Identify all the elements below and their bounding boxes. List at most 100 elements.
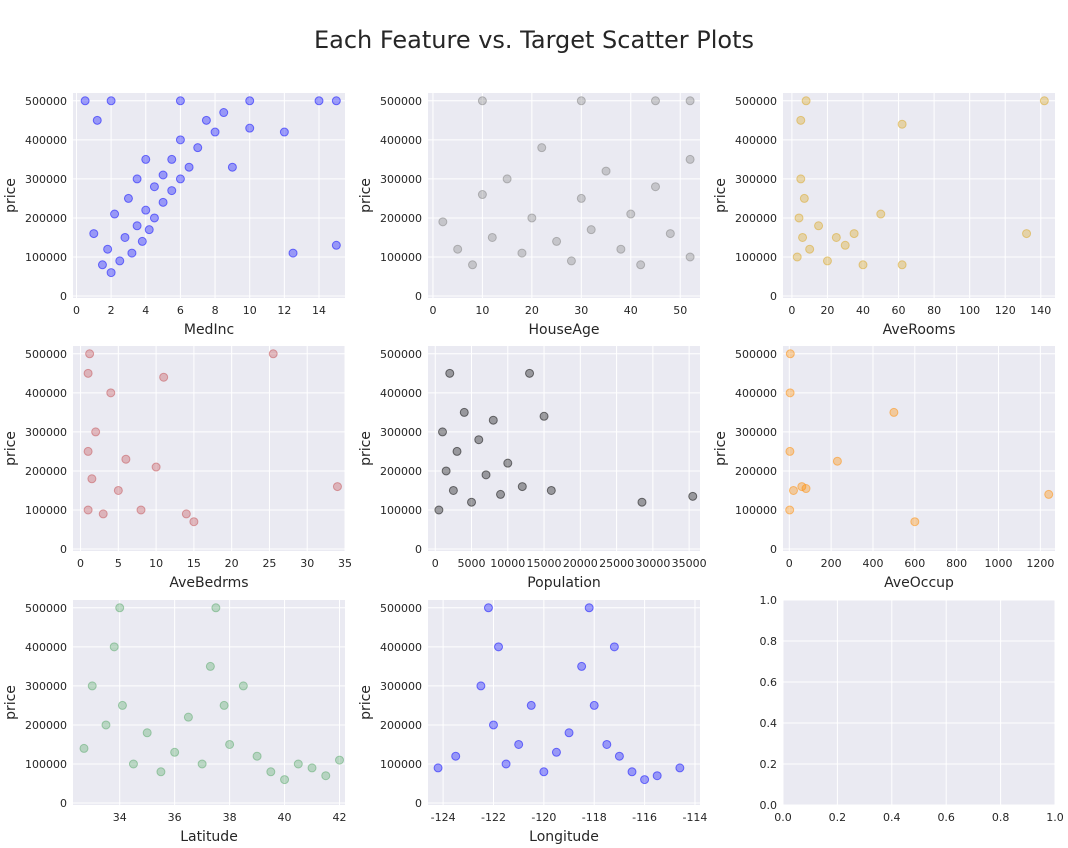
- plot-area: [783, 600, 1055, 805]
- subplot-1: 0 2 4 6 8 10 12 14 0 100000 200000 300000 400000 5000…: [3, 93, 345, 338]
- data-point: [494, 642, 504, 652]
- data-point: [452, 446, 462, 456]
- data-point: [127, 248, 137, 258]
- data-point: [539, 767, 549, 777]
- data-point: [785, 388, 795, 398]
- data-point: [539, 411, 549, 421]
- data-point: [87, 681, 97, 691]
- subplot-7: 34 36 38 40 42 0 100000 200000 300000 400000 50000…: [3, 600, 347, 845]
- data-point: [83, 368, 93, 378]
- plot-area: [428, 93, 700, 298]
- data-point: [158, 197, 168, 207]
- x-tick-label: 10: [149, 557, 163, 570]
- data-point: [110, 209, 120, 219]
- data-point: [459, 407, 469, 417]
- data-point: [115, 256, 125, 266]
- data-point: [602, 739, 612, 749]
- plot-area: [783, 346, 1055, 551]
- x-tick-label: 20: [525, 304, 539, 317]
- data-point: [132, 221, 142, 231]
- x-tick-label: 140: [1030, 304, 1051, 317]
- data-point: [314, 96, 324, 106]
- data-point: [897, 260, 907, 270]
- y-axis-label: price: [713, 431, 729, 466]
- data-point: [189, 517, 199, 527]
- data-point: [822, 256, 832, 266]
- data-point: [227, 162, 237, 172]
- data-point: [205, 661, 215, 671]
- x-tick-label: 0: [788, 304, 795, 317]
- data-point: [106, 388, 116, 398]
- x-tick-label: 30: [300, 557, 314, 570]
- data-point: [546, 485, 556, 495]
- data-point: [685, 154, 695, 164]
- points: [434, 368, 698, 515]
- y-tick-label: 300000: [380, 173, 422, 186]
- data-point: [477, 96, 487, 106]
- figure-title: Each Feature vs. Target Scatter Plots: [313, 26, 755, 54]
- x-tick-label: 0: [786, 557, 793, 570]
- data-point: [801, 484, 811, 494]
- data-point: [120, 232, 130, 242]
- y-tick-label: 500000: [735, 348, 777, 361]
- plot-area: [783, 93, 1055, 298]
- data-point: [103, 244, 113, 254]
- x-tick-label: 0.0: [774, 811, 792, 824]
- y-axis-label: price: [713, 178, 729, 213]
- x-tick-label: 0: [77, 557, 84, 570]
- y-tick-label: 0.2: [760, 758, 778, 771]
- data-point: [433, 763, 443, 773]
- x-tick-label: 36: [168, 811, 182, 824]
- y-tick-label: 0: [60, 797, 67, 810]
- data-point: [141, 154, 151, 164]
- data-point: [785, 349, 795, 359]
- data-point: [477, 190, 487, 200]
- data-point: [584, 603, 594, 613]
- y-tick-label: 300000: [380, 426, 422, 439]
- data-point: [627, 767, 637, 777]
- data-point: [576, 96, 586, 106]
- data-point: [142, 728, 152, 738]
- x-tick-label: 38: [223, 811, 237, 824]
- y-axis-label: price: [358, 431, 374, 466]
- y-tick-label: 100000: [25, 251, 67, 264]
- data-point: [184, 162, 194, 172]
- data-point: [552, 236, 562, 246]
- y-tick-label: 400000: [25, 641, 67, 654]
- data-point: [792, 252, 802, 262]
- data-point: [1044, 489, 1054, 499]
- x-tick-label: 40: [624, 304, 638, 317]
- x-tick-label: 0.8: [992, 811, 1010, 824]
- data-point: [487, 232, 497, 242]
- data-point: [496, 489, 506, 499]
- x-tick-label: 10000: [490, 557, 525, 570]
- data-point: [537, 143, 547, 153]
- data-point: [175, 135, 185, 145]
- y-tick-label: 500000: [735, 95, 777, 108]
- y-tick-label: 400000: [25, 387, 67, 400]
- subplot-9: 0.0 0.2 0.4 0.6 0.8 1.0 0.0 0.2 0.4 0.6 0.8 1.0: [760, 594, 1064, 824]
- data-point: [137, 236, 147, 246]
- y-tick-label: 200000: [380, 465, 422, 478]
- x-tick-label: -124: [431, 811, 456, 824]
- data-point: [468, 260, 478, 270]
- data-point: [225, 739, 235, 749]
- subplot-8: -124 -122 -120 -118 -116 -114 0 100000 200000 300…: [358, 600, 707, 845]
- x-tick-label: 30000: [635, 557, 670, 570]
- points: [83, 349, 342, 527]
- y-tick-label: 500000: [380, 602, 422, 615]
- data-point: [796, 115, 806, 125]
- data-point: [1022, 229, 1032, 239]
- y-tick-label: 0: [415, 290, 422, 303]
- y-tick-label: 1.0: [760, 594, 778, 607]
- y-tick-label: 400000: [380, 134, 422, 147]
- x-tick-label: 0: [73, 304, 80, 317]
- y-tick-label: 100000: [380, 758, 422, 771]
- data-point: [636, 260, 646, 270]
- y-tick-label: 200000: [735, 212, 777, 225]
- y-axis-label: price: [358, 685, 374, 720]
- x-tick-label: 15000: [527, 557, 562, 570]
- subplot-2: 0 10 20 30 40 50 0 100000 200000 300000 400000 5000…: [358, 93, 700, 338]
- x-axis-label: Population: [527, 575, 601, 591]
- y-tick-label: 0: [415, 797, 422, 810]
